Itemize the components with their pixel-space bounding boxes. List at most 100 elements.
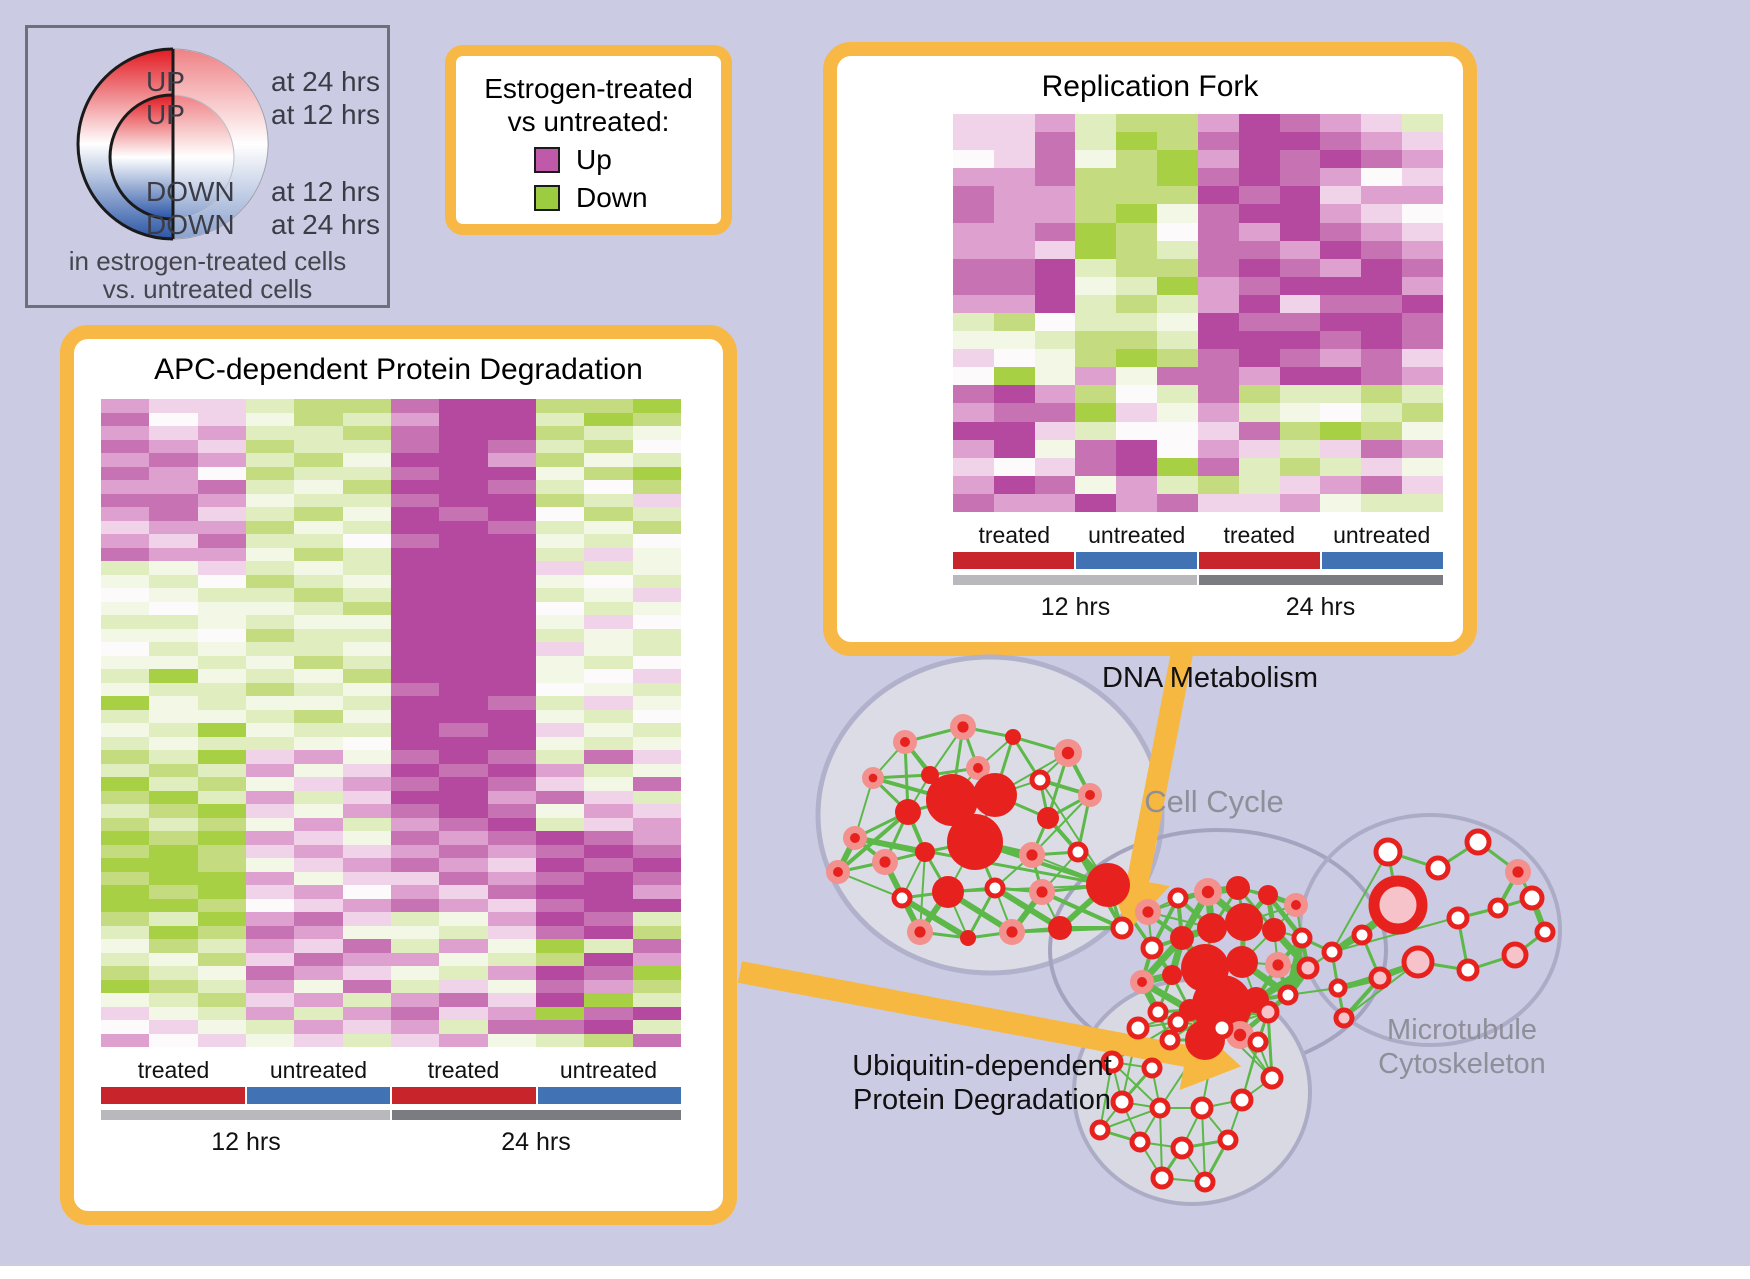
updown-ring-legend-box: UP at 24 hrs UP at 12 hrs DOWN at 12 hrs… [25,25,390,308]
network-edge [1011,926,1061,934]
network-edge [853,836,887,864]
network-node-solid [1226,876,1250,900]
heatmap-cell [1238,475,1280,494]
network-edge [1330,951,1340,989]
network-edge [1169,1004,1223,1041]
heatmap-cell [149,453,198,467]
heatmap-cell [245,682,295,696]
heatmap-cell [1075,258,1117,277]
heatmap-cell [294,615,343,629]
network-edge [947,884,1109,893]
heatmap-cell [632,871,681,885]
heatmap-cell [439,601,488,615]
network-node-ring [1351,924,1373,946]
heatmap-cell [953,403,994,422]
heatmap-cell [1320,367,1362,386]
heatmap-cell [1075,313,1117,332]
heatmap-cell [149,790,198,804]
heatmap-cell [197,871,246,885]
network-edge [1039,752,1069,781]
heatmap-cell [535,561,585,575]
heatmap-cell [535,966,585,980]
network-edge [1210,887,1240,929]
heatmap-cell [632,790,681,804]
heatmap-cell [632,615,681,629]
network-edge [1157,1010,1206,1042]
heatmap-cell [149,1020,198,1034]
heatmap-cell [197,493,246,507]
heatmap-cell [993,204,1035,223]
network-node-ring [1534,921,1556,943]
heatmap-cell [439,939,488,953]
network-edge [1265,894,1277,931]
heatmap-cell [101,682,150,696]
network-node-ring-pink [1368,966,1392,990]
heatmap-cell [245,480,295,494]
heatmap-cell [101,871,150,885]
network-edge [1516,871,1534,899]
network-node-halo [1265,952,1291,978]
heatmap-cell [632,466,681,480]
heatmap-cell [1320,258,1362,277]
network-node-solid [932,876,964,908]
heatmap-cell [294,574,343,588]
heatmap-cell [197,669,246,683]
heatmap-cell [1116,331,1158,350]
heatmap-cell [1361,385,1403,404]
heatmap-cell [197,1006,246,1020]
network-edge [1041,883,1109,894]
network-edge [1236,887,1246,923]
heatmap-cell [294,682,343,696]
heatmap-cell [1034,403,1076,422]
time-labels-row: 12 hrs 24 hrs [101,1128,681,1157]
network-edge [1221,1027,1259,1043]
network-edge [962,725,1014,739]
heatmap-cell [1075,132,1117,151]
heatmap-cell [1034,349,1076,368]
network-edge [1111,1061,1123,1103]
heatmap-cell [1279,475,1321,494]
heatmap-cell [390,858,440,872]
network-node-halo [862,767,884,789]
network-edge [1221,1004,1241,1036]
group-label: untreated [1333,522,1431,548]
heatmap-cell [294,453,343,467]
heatmap-cell [245,939,295,953]
heatmap-cell [1238,114,1280,133]
heatmap-cell [487,655,536,669]
heatmap-cell [953,367,994,386]
heatmap-cell [101,561,150,575]
heatmap-cell [487,709,536,723]
network-edge [994,854,1033,889]
heatmap-cell [342,709,391,723]
network-edge [1041,851,1079,893]
updown-dir-label: DOWN [146,176,235,207]
heatmap-cell [1361,403,1403,422]
network-node-halo [1284,893,1308,917]
heatmap-cell [1034,132,1076,151]
heatmap-cell [632,520,681,534]
heatmap-cell [1034,204,1076,223]
network-node-ring [1446,906,1470,930]
heatmap-cell [632,601,681,615]
heatmap-cell [149,871,198,885]
heatmap-cell [197,655,246,669]
heatmap-cell [487,669,536,683]
heatmap-cell [1157,114,1198,133]
heatmap-cell [1402,457,1443,476]
heatmap-cell [294,655,343,669]
heatmap-cell [294,939,343,953]
heatmap-cell [487,790,536,804]
network-edge [1266,1011,1274,1079]
updown-time-label: at 24 hrs [271,209,380,240]
heatmap-cell [245,844,295,858]
heatmap-cell [390,426,440,440]
heatmap-cell [149,912,198,926]
heatmap-cell [1116,204,1158,223]
network-node-ring [1110,1090,1134,1114]
heatmap-cell [953,457,994,476]
heatmap-cell [197,898,246,912]
heatmap-cell [1197,258,1239,277]
heatmap-cell [390,696,440,710]
heatmap-cell [197,925,246,939]
